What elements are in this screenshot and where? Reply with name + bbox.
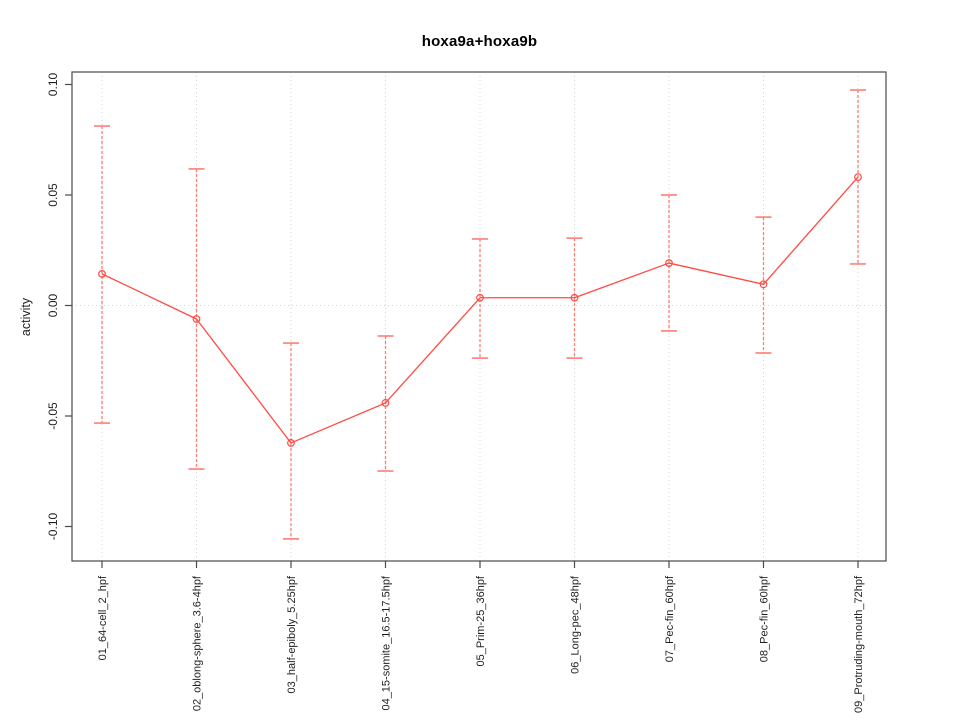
data-point-marker	[476, 293, 484, 302]
data-point-marker	[759, 280, 768, 289]
x-tick-label: 07_Pec-fin_60hpf	[664, 575, 676, 662]
x-tick-label: 08_Pec-fin_60hpf	[759, 575, 771, 662]
x-tick-label: 03_half-epiboly_5.25hpf	[286, 575, 298, 693]
x-tick-label: 06_Long-pec_48hpf	[570, 575, 582, 674]
data-point-marker	[98, 269, 106, 278]
data-point-marker	[381, 399, 390, 407]
y-tick-label: 0.05	[46, 183, 60, 207]
plot-border	[71, 71, 887, 562]
y-tick-label: -0.05	[46, 402, 60, 430]
y-axis-label: activity	[19, 297, 33, 336]
x-tick-label: 04_15-somite_16.5-17.5hpf	[381, 575, 393, 710]
x-tick-label: 01_64-cell_2_hpf	[97, 575, 109, 660]
y-tick-label: -0.10	[46, 513, 60, 541]
series-line	[101, 176, 859, 444]
data-point-marker	[570, 293, 579, 302]
data-point-marker	[287, 439, 295, 447]
chart-title: hoxa9a+hoxa9b	[421, 33, 538, 50]
data-point-marker	[665, 259, 673, 267]
data-point-marker	[192, 315, 201, 323]
y-tick-label: 0.00	[46, 293, 60, 317]
y-tick-label: 0.10	[46, 72, 60, 96]
x-tick-label: 02_oblong-sphere_3.6-4hpf	[192, 575, 204, 711]
x-tick-label: 09_Protruding-mouth_72hpf	[853, 575, 865, 713]
x-tick-label: 05_Prim-25_36hpf	[475, 575, 487, 666]
data-point-marker	[854, 173, 862, 181]
